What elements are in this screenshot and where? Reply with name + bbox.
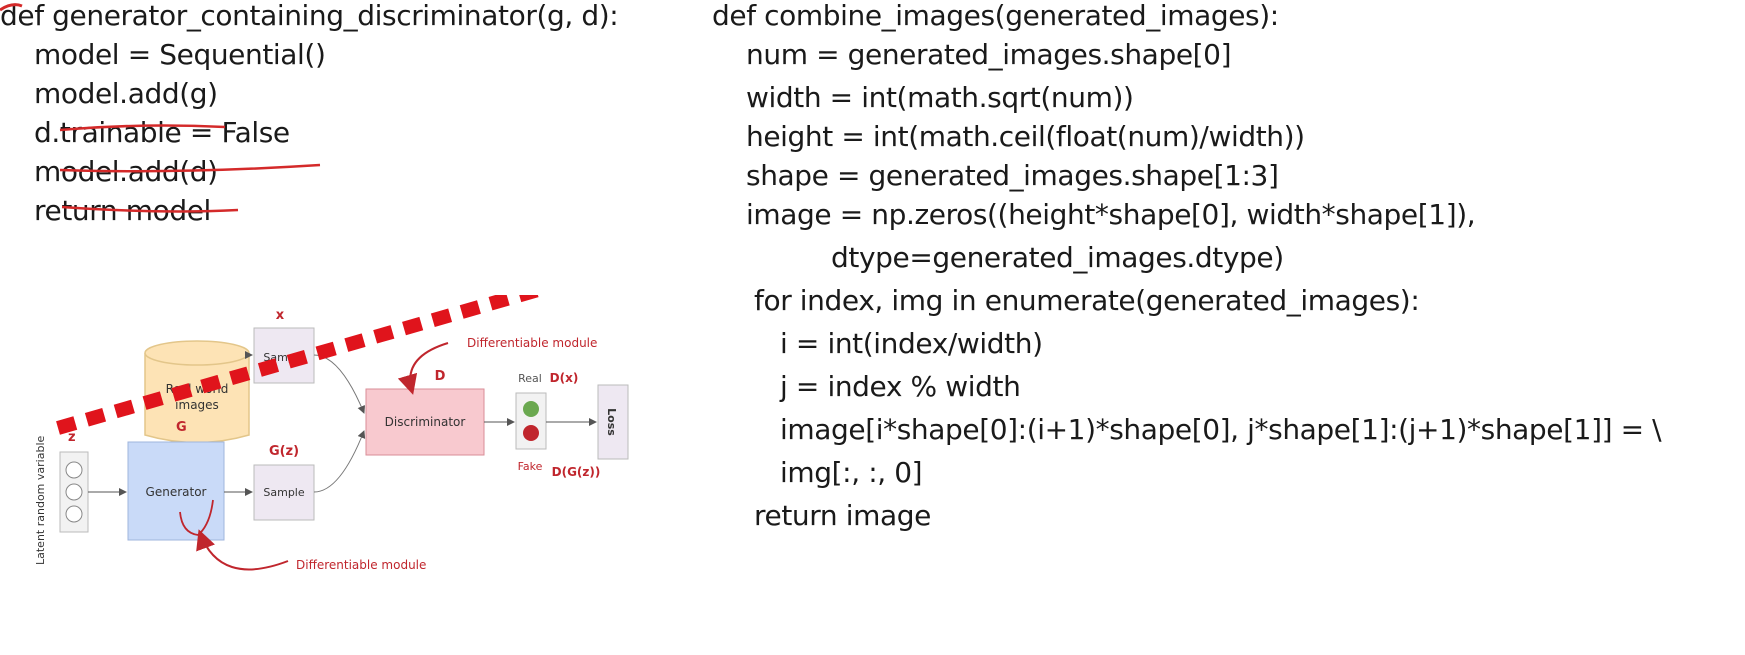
dx-label: D(x) — [550, 371, 579, 385]
code-line: j = index % width — [712, 370, 1021, 403]
code-line: width = int(math.sqrt(num)) — [712, 81, 1134, 114]
code-line: model = Sequential() — [0, 38, 326, 71]
generator-label: Generator — [146, 485, 207, 499]
code-line: i = int(index/width) — [712, 327, 1043, 360]
sample-box-bottom — [253, 464, 315, 521]
green-light — [523, 401, 539, 417]
code-line: img[:, :, 0] — [712, 456, 923, 489]
real-world-label-line2: images — [175, 398, 219, 412]
differentiable-arrow-bottom — [196, 529, 289, 571]
loss-box — [597, 384, 629, 460]
latent-node — [65, 461, 83, 479]
code-line: shape = generated_images.shape[1:3] — [712, 159, 1279, 192]
left-code-block: def generator_containing_discriminator(g… — [0, 0, 700, 260]
discriminator-box — [365, 388, 485, 456]
code-line: def combine_images(generated_images): — [712, 0, 1279, 32]
code-line: for index, img in enumerate(generated_im… — [720, 284, 1420, 317]
code-line: return image — [720, 499, 931, 532]
gan-diagram: Real world images x Sample Latent random… — [34, 295, 629, 572]
boundary-dashed-line — [56, 295, 547, 435]
dgz-label: D(G(z)) — [552, 465, 601, 479]
code-line: d.trainable = False — [0, 116, 290, 149]
right-code-block: def combine_images(generated_images): nu… — [712, 0, 1745, 560]
d-label: D — [435, 369, 446, 384]
real-world-images-cylinder: Real world images — [144, 340, 250, 444]
generator-box — [127, 441, 225, 541]
x-label: x — [276, 308, 285, 323]
code-line: num = generated_images.shape[0] — [712, 38, 1232, 71]
differentiable-arrow-top — [397, 342, 449, 395]
differentiable-module-top-label: Differentiable module — [467, 336, 597, 350]
code-line: def generator_containing_discriminator(g… — [0, 0, 619, 32]
code-line: model.add(g) — [0, 77, 218, 110]
latent-variable-label: Latent random variable — [34, 436, 47, 565]
g-label: G — [176, 420, 187, 435]
differentiable-module-bottom-label: Differentiable module — [296, 558, 426, 572]
latent-node — [65, 483, 83, 501]
latent-node — [65, 505, 83, 523]
real-label: Real — [518, 372, 542, 385]
z-label: z — [68, 430, 76, 445]
code-line: dtype=generated_images.dtype) — [712, 241, 1284, 274]
discriminator-label: Discriminator — [385, 415, 466, 429]
sample-label-bottom: Sample — [263, 486, 304, 499]
code-line: model.add(d) — [0, 155, 218, 188]
loss-label: Loss — [605, 408, 618, 436]
fake-label: Fake — [518, 460, 543, 473]
gz-label: G(z) — [269, 444, 299, 459]
annotation-stroke — [179, 499, 214, 536]
code-line: return model — [0, 194, 211, 227]
code-line: image = np.zeros((height*shape[0], width… — [712, 198, 1476, 231]
code-line: height = int(math.ceil(float(num)/width)… — [712, 120, 1305, 153]
code-line: image[i*shape[0]:(i+1)*shape[0], j*shape… — [712, 413, 1662, 446]
red-light — [523, 425, 539, 441]
